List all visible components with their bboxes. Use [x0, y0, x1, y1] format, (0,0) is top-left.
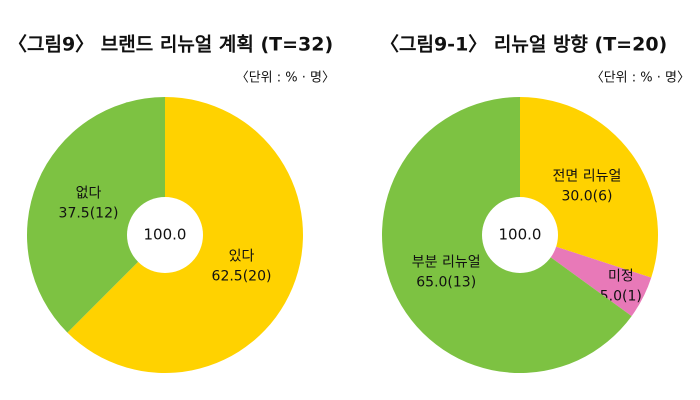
unit-note: 〈단위 : % · 명〉	[236, 71, 335, 86]
slice-label: 있다	[229, 249, 255, 265]
donut-hole	[482, 197, 558, 273]
unit-note: 〈단위 : % · 명〉	[591, 71, 690, 86]
value-label: 30.0(6)	[561, 188, 612, 204]
value-label: 65.0(13)	[416, 275, 476, 291]
value-label: 5.0(1)	[600, 288, 642, 304]
donut-hole	[127, 197, 203, 273]
value-label: 62.5(20)	[212, 269, 272, 285]
slice-label: 미정	[608, 268, 634, 284]
pie-slice	[26, 96, 166, 333]
center-label: 100.0	[499, 226, 542, 244]
value-label: 37.5(12)	[59, 205, 119, 221]
center-label: 100.0	[144, 226, 187, 244]
slice-label: 부분 리뉴얼	[412, 255, 481, 271]
slice-label: 전면 리뉴얼	[553, 168, 622, 184]
pie-slice	[520, 235, 652, 317]
chart-title: 〈그림9-1〉 리뉴얼 방향 (T=20)	[380, 33, 667, 56]
chart-title: 〈그림9〉 브랜드 리뉴얼 계획 (T=32)	[8, 33, 333, 56]
slice-label: 없다	[76, 185, 102, 201]
